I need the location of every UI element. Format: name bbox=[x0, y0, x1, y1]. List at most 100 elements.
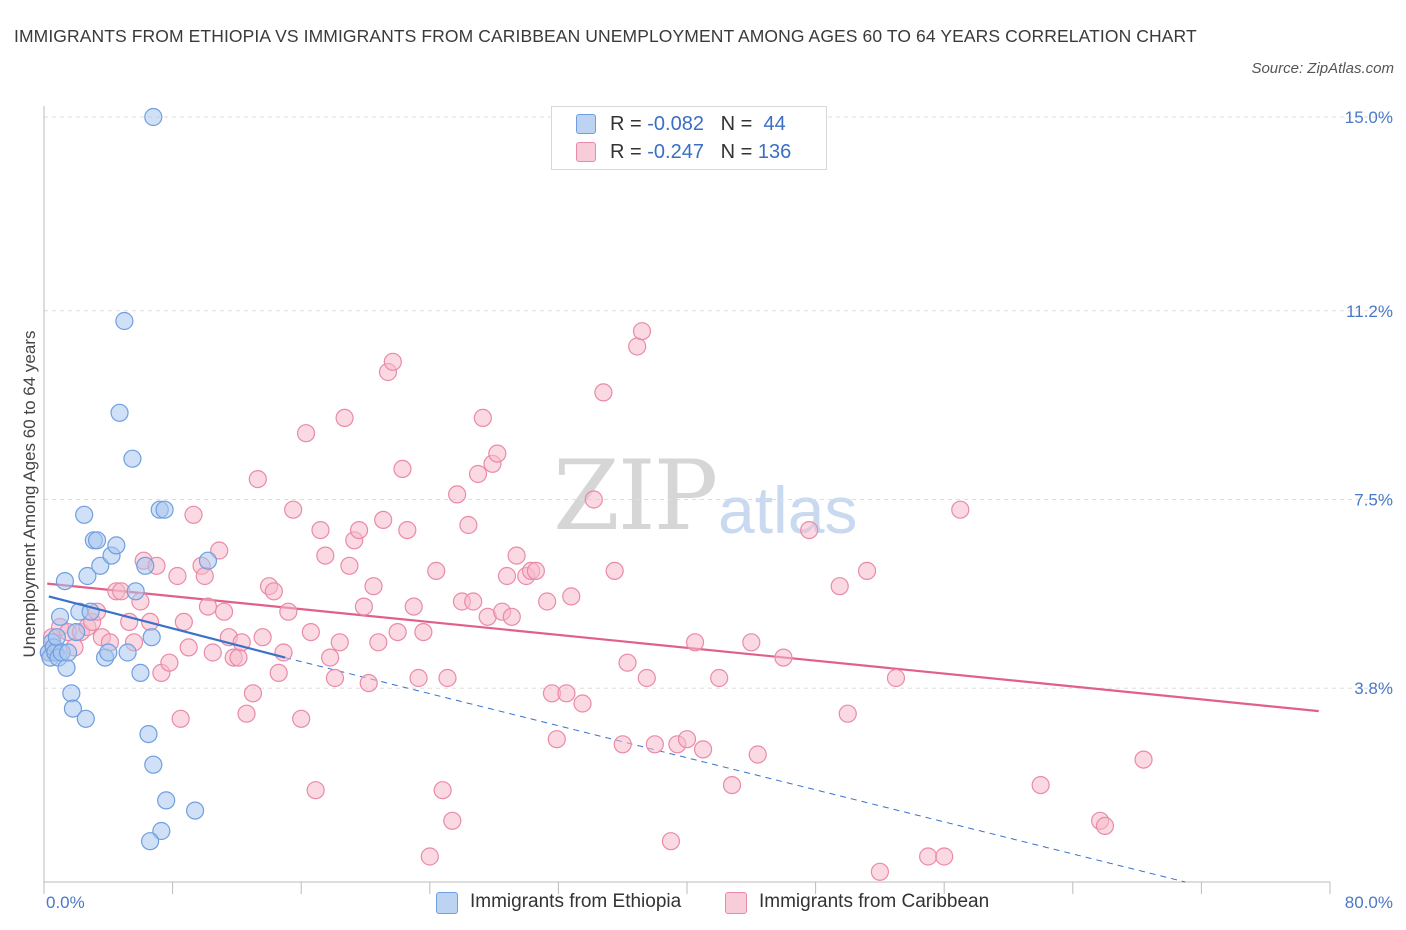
caribbean-point-74 bbox=[433, 781, 452, 800]
y-axis-title: Unemployment Among Ages 60 to 64 years bbox=[20, 331, 39, 658]
caribbean-point-55 bbox=[335, 408, 354, 427]
caribbean-points bbox=[39, 322, 1153, 881]
r-value: -0.247 bbox=[647, 141, 704, 163]
caribbean-point-114 bbox=[722, 775, 742, 795]
ethiopia-point-28 bbox=[115, 311, 134, 331]
caribbean-point-68 bbox=[398, 520, 417, 540]
y-tick-label-3: 3.8% bbox=[1354, 679, 1393, 698]
x-tick-label-min: 0.0% bbox=[46, 893, 85, 912]
chart-title: IMMIGRANTS FROM ETHIOPIA VS IMMIGRANTS F… bbox=[14, 26, 1197, 46]
caribbean-point-103 bbox=[618, 653, 637, 672]
caribbean-point-112 bbox=[693, 740, 713, 759]
caribbean-point-65 bbox=[383, 352, 402, 371]
ethiopia-point-16 bbox=[75, 505, 94, 524]
caribbean-point-31 bbox=[214, 602, 234, 621]
caribbean-point-53 bbox=[325, 668, 345, 688]
caribbean-point-47 bbox=[296, 424, 316, 443]
caribbean-point-82 bbox=[473, 408, 492, 427]
caribbean-point-125 bbox=[935, 847, 954, 866]
ethiopia-point-35 bbox=[142, 628, 161, 647]
caribbean-point-88 bbox=[502, 607, 521, 626]
ethiopia-point-29 bbox=[118, 643, 137, 662]
caribbean-legend-swatch bbox=[725, 892, 747, 914]
caribbean-point-48 bbox=[301, 622, 320, 642]
caribbean-point-29 bbox=[203, 643, 222, 662]
r-value: -0.082 bbox=[647, 113, 704, 135]
caribbean-point-79 bbox=[459, 515, 478, 535]
ethiopia-point-14 bbox=[67, 622, 86, 642]
caribbean-point-51 bbox=[316, 546, 335, 565]
ethiopia-point-27 bbox=[110, 403, 129, 422]
caribbean-point-116 bbox=[748, 745, 767, 764]
ethiopia-point-42 bbox=[144, 107, 163, 127]
caribbean-point-99 bbox=[584, 490, 603, 509]
y-tick-label-2: 7.5% bbox=[1354, 491, 1393, 510]
x-tick-label-max: 80.0% bbox=[1345, 893, 1393, 912]
caribbean-point-95 bbox=[547, 730, 566, 749]
n-value: 44 bbox=[763, 113, 786, 135]
caribbean-point-107 bbox=[645, 735, 664, 754]
caribbean-point-81 bbox=[468, 464, 488, 484]
ethiopia-point-39 bbox=[157, 791, 176, 810]
caribbean-point-80 bbox=[464, 592, 483, 611]
caribbean-point-37 bbox=[243, 684, 263, 703]
ethiopia-swatch bbox=[576, 114, 596, 134]
caribbean-point-110 bbox=[677, 730, 697, 749]
caribbean-point-59 bbox=[354, 597, 373, 616]
caribbean-point-115 bbox=[742, 633, 761, 652]
caribbean-point-106 bbox=[637, 668, 656, 688]
caribbean-point-108 bbox=[661, 832, 681, 851]
caribbean-point-25 bbox=[184, 505, 203, 524]
caribbean-trend-line bbox=[47, 582, 1319, 713]
ethiopia-point-34 bbox=[139, 724, 158, 744]
caribbean-point-104 bbox=[628, 337, 647, 356]
caribbean-point-46 bbox=[292, 709, 311, 728]
caribbean-point-66 bbox=[388, 622, 407, 642]
caribbean-point-113 bbox=[710, 668, 729, 688]
caribbean-point-36 bbox=[237, 704, 256, 723]
ethiopia-point-40 bbox=[186, 801, 205, 820]
caribbean-point-105 bbox=[632, 322, 652, 341]
ethiopia-points bbox=[39, 107, 286, 851]
caribbean-point-89 bbox=[507, 546, 526, 565]
caribbean-point-41 bbox=[264, 582, 283, 601]
caribbean-point-92 bbox=[526, 561, 545, 581]
ethiopia-point-36 bbox=[144, 755, 163, 774]
caribbean-point-50 bbox=[311, 520, 330, 540]
ethiopia-trend-line bbox=[48, 595, 286, 659]
caribbean-point-77 bbox=[448, 485, 467, 504]
ethiopia-point-11 bbox=[59, 643, 78, 662]
caribbean-point-70 bbox=[409, 668, 428, 688]
caribbean-point-63 bbox=[374, 510, 393, 530]
ethiopia-point-17 bbox=[76, 709, 95, 728]
caribbean-point-21 bbox=[168, 566, 187, 586]
caribbean-point-98 bbox=[573, 694, 592, 713]
ethiopia-point-44 bbox=[140, 832, 160, 851]
caribbean-point-122 bbox=[870, 862, 890, 881]
ethiopia-point-38 bbox=[155, 500, 174, 519]
ethiopia-trend-extension bbox=[285, 657, 1186, 883]
y-tick-labels: 15.0% 11.2% 7.5% 3.8% bbox=[1345, 108, 1393, 698]
legend-label: Immigrants from Caribbean bbox=[759, 891, 990, 912]
caribbean-point-30 bbox=[210, 541, 229, 560]
caribbean-point-127 bbox=[1031, 775, 1050, 795]
caribbean-point-54 bbox=[330, 633, 349, 652]
ethiopia-point-12 bbox=[62, 684, 81, 703]
caribbean-point-61 bbox=[364, 577, 383, 596]
caribbean-point-93 bbox=[538, 592, 557, 611]
source-label: Source: ZipAtlas.com bbox=[1251, 60, 1394, 77]
ethiopia-point-30 bbox=[123, 449, 142, 468]
n-value: 136 bbox=[757, 141, 792, 163]
ethiopia-point-31 bbox=[126, 582, 145, 601]
caribbean-point-101 bbox=[605, 561, 624, 581]
caribbean-point-120 bbox=[838, 704, 857, 723]
caribbean-point-44 bbox=[279, 602, 298, 621]
caribbean-point-69 bbox=[404, 597, 423, 616]
ethiopia-point-13 bbox=[63, 699, 83, 718]
stats-legend: R = -0.082 N = 44 R = -0.247 N = 136 bbox=[551, 106, 827, 170]
caribbean-swatch bbox=[576, 142, 596, 162]
caribbean-point-60 bbox=[359, 673, 378, 693]
caribbean-point-118 bbox=[800, 520, 819, 540]
caribbean-point-27 bbox=[195, 566, 214, 586]
